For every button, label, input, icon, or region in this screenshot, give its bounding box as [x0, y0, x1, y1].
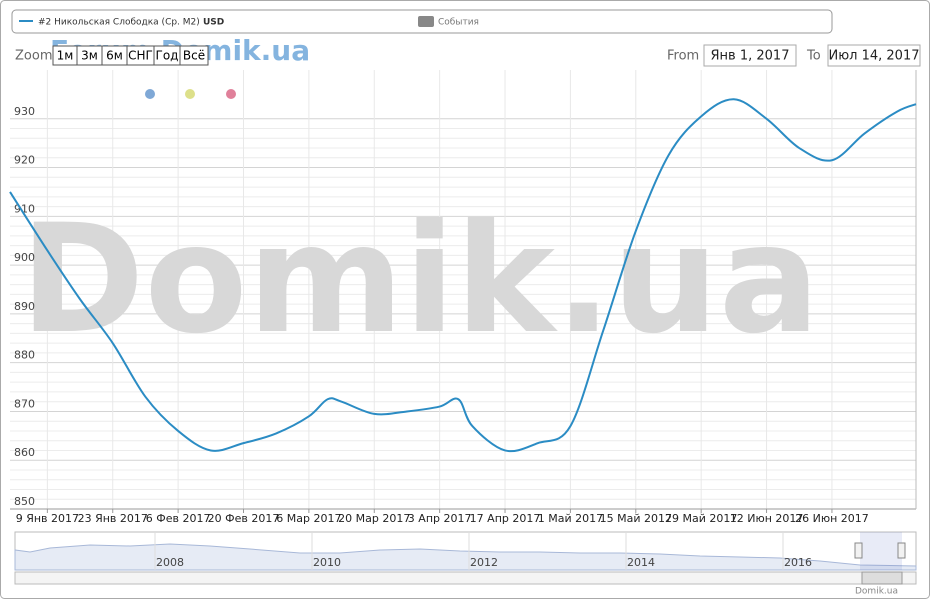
zoom-label: Zoom	[15, 49, 52, 64]
from-input-box[interactable]	[703, 44, 797, 67]
legend-events-box[interactable]	[418, 16, 434, 27]
from-input[interactable]: Янв 1, 2017	[711, 49, 790, 64]
y-tick-label: 850	[14, 495, 35, 508]
navigator-handle[interactable]	[854, 542, 863, 559]
x-tick-label: 9 Янв 2017	[16, 512, 79, 525]
legend-series[interactable]: #2 Никольская Слободка (Ср. М2)	[38, 18, 200, 28]
y-tick-label: 920	[14, 154, 35, 167]
x-tick-label: 1 Май 2017	[538, 512, 603, 525]
zoom-button[interactable]: 3м	[76, 45, 103, 66]
y-tick-label: 930	[14, 105, 35, 118]
navigator-label: 2010	[313, 556, 341, 569]
navigator-label: 2014	[627, 556, 655, 569]
y-tick-label: 860	[14, 446, 35, 459]
x-tick-label: 6 Фев 2017	[146, 512, 211, 525]
to-input-box[interactable]	[827, 44, 921, 67]
dot	[226, 89, 236, 99]
y-tick-label: 900	[14, 251, 35, 264]
zoom-button[interactable]: Всё	[179, 45, 209, 66]
zoom-button-label[interactable]: Всё	[183, 49, 205, 63]
zoom-button-label[interactable]: 6м	[106, 49, 123, 63]
x-tick-label: 3 Апр 2017	[408, 512, 472, 525]
x-tick-label: 20 Мар 2017	[338, 512, 410, 525]
navigator-label: 2012	[470, 556, 498, 569]
x-tick-label: 20 Фев 2017	[208, 512, 280, 525]
zoom-button[interactable]: 6м	[101, 45, 128, 66]
x-tick-label: 26 Июн 2017	[795, 512, 869, 525]
x-tick-label: 15 Май 2017	[600, 512, 672, 525]
series-line	[9, 98, 917, 453]
scrollbar-thumb[interactable]	[861, 571, 903, 585]
x-tick-label: 12 Июн 2017	[730, 512, 804, 525]
zoom-button[interactable]: Год	[153, 45, 181, 66]
legend-events[interactable]: События	[438, 18, 479, 28]
to-input[interactable]: Июл 14, 2017	[829, 49, 920, 64]
from-label: From	[667, 49, 699, 64]
watermark-big: Domik.ua	[20, 193, 820, 367]
navigator-label: 2008	[156, 556, 184, 569]
navigator-label: 2016	[784, 556, 812, 569]
zoom-button-label[interactable]: 3м	[81, 49, 98, 63]
to-label: To	[806, 49, 821, 64]
x-tick-label: 23 Янв 2017	[78, 512, 148, 525]
zoom-buttons: 1м 3м 6м СНГ Год Всё	[52, 45, 209, 66]
zoom-button-label[interactable]: Год	[156, 49, 179, 63]
y-tick-label: 890	[14, 300, 35, 313]
x-tick-label: 6 Мар 2017	[276, 512, 341, 525]
navigator-handle[interactable]	[897, 542, 906, 559]
scrollbar[interactable]	[14, 571, 917, 585]
zoom-button[interactable]: 1м	[52, 45, 78, 66]
navigator-mask[interactable]	[860, 532, 902, 570]
y-tick-label: 880	[14, 349, 35, 362]
y-tick-label: 870	[14, 397, 35, 410]
zoom-button-label[interactable]: СНГ	[128, 49, 153, 63]
zoom-button-label[interactable]: 1м	[57, 49, 74, 63]
zoom-button[interactable]: СНГ	[126, 45, 155, 66]
credit[interactable]: Domik.ua	[855, 587, 898, 597]
navigator-labels: 2008 2010 2012 2014 2016	[154, 532, 812, 570]
dot	[145, 89, 155, 99]
navigator-series	[14, 543, 917, 571]
zoom-button-box[interactable]	[179, 45, 209, 66]
plot-grid	[10, 70, 916, 510]
dot	[185, 89, 195, 99]
legend-unit: USD	[203, 18, 224, 28]
x-tick-label: 17 Апр 2017	[470, 512, 541, 525]
x-tick-label: 29 Май 2017	[665, 512, 737, 525]
